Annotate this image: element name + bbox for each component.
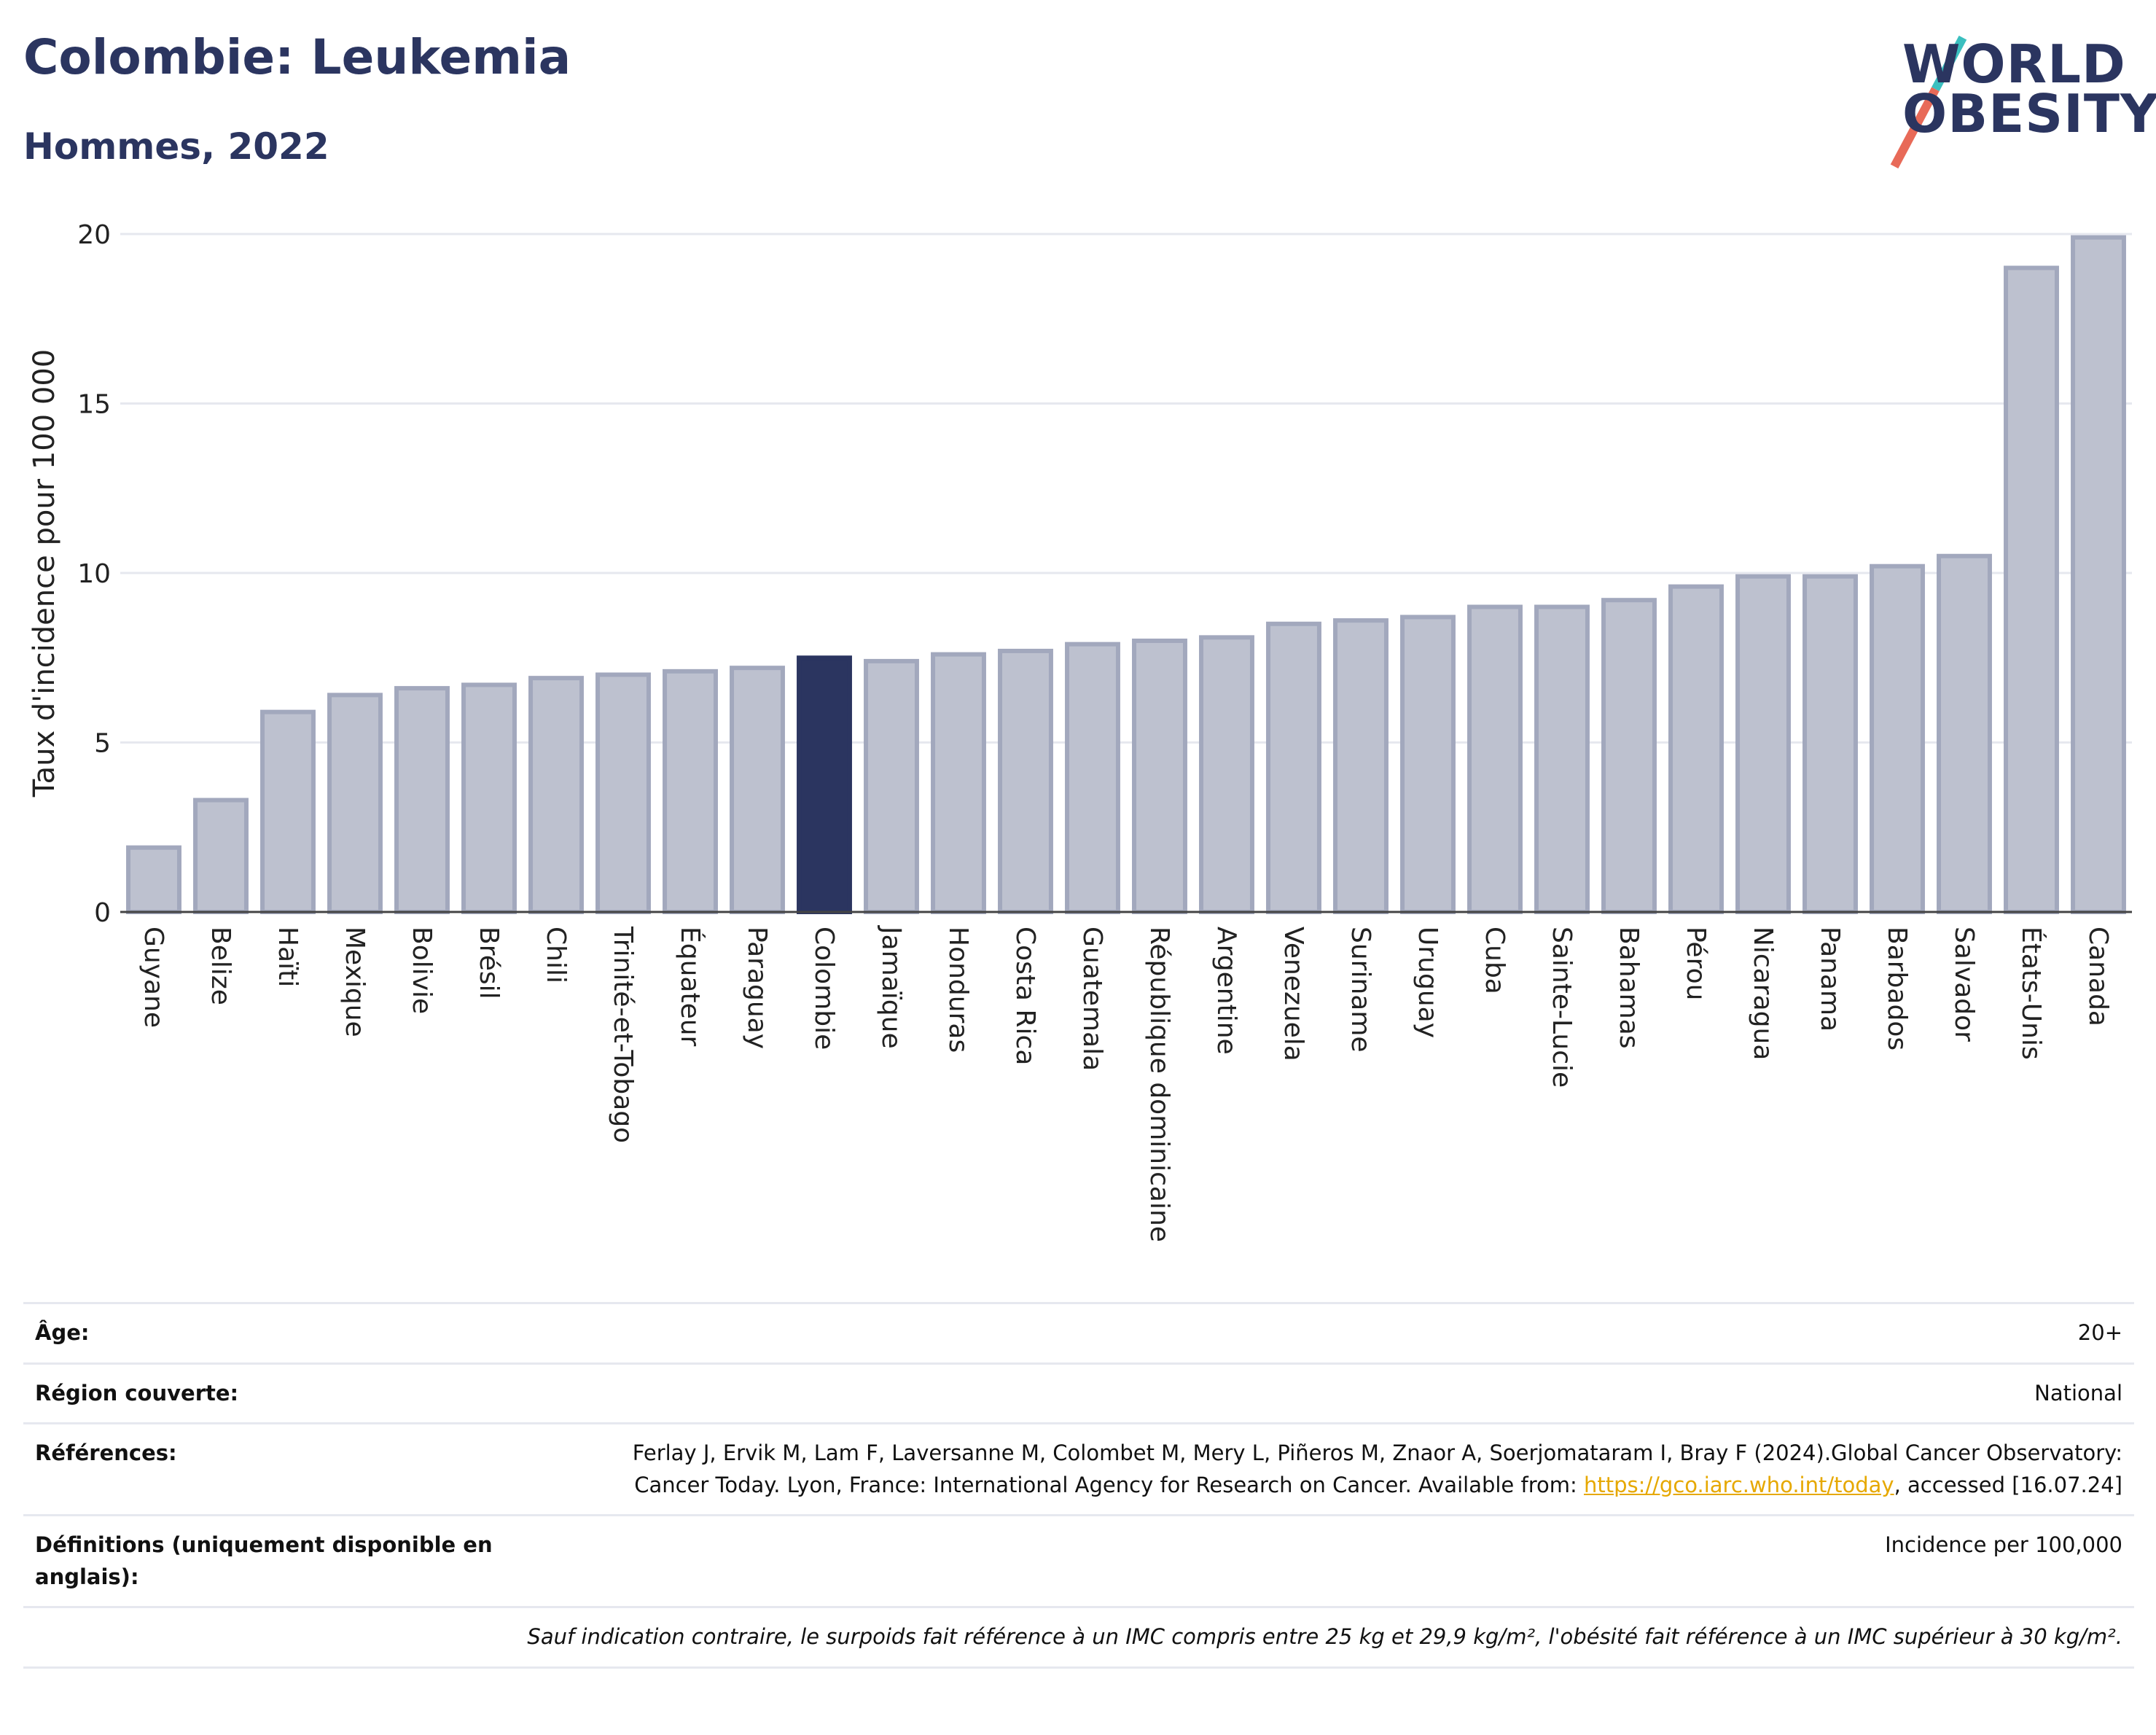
bar-colombie: [797, 655, 852, 914]
x-tick-label: Canada: [2083, 927, 2113, 1026]
x-tick-label: Chili: [541, 927, 571, 983]
x-tick-label: Salvador: [1949, 927, 1979, 1042]
references-text: Ferlay J, Ervik M, Lam F, Laversanne M, …: [632, 1440, 2122, 1497]
bar-ha-ti: [260, 709, 316, 915]
y-tick-label: 5: [94, 729, 111, 759]
bar-trinit-et-tobago: [595, 672, 651, 914]
bar-sainte-lucie: [1534, 604, 1590, 914]
logo-line2: OBESITY: [1902, 83, 2156, 144]
bar-panama: [1802, 574, 1858, 914]
x-tick-label: Guatemala: [1077, 927, 1107, 1071]
region-label: Région couverte:: [23, 1362, 542, 1424]
bar-argentine: [1199, 635, 1254, 914]
bar--tats-unis: [2004, 265, 2059, 914]
y-tick-label: 0: [94, 898, 111, 928]
x-tick-label: République dominicaine: [1144, 927, 1174, 1242]
chart-subtitle: Hommes, 2022: [23, 125, 329, 168]
x-tick-label: États-Unis: [2016, 927, 2047, 1060]
x-tick-label: Panama: [1815, 927, 1845, 1032]
bar-bahamas: [1601, 598, 1657, 914]
bar-cuba: [1467, 604, 1523, 914]
bar-chart: 0 5 10 15 20 Guyane Belize Haïti Mexique Bolivie…: [28, 220, 2132, 1242]
bar-honduras: [931, 652, 986, 914]
age-value: 20+: [542, 1302, 2134, 1363]
bar-p-rou: [1668, 584, 1724, 914]
y-tick-label: 10: [77, 559, 111, 589]
x-tick-label: Suriname: [1345, 927, 1375, 1053]
x-tick-labels: Guyane Belize Haïti Mexique Bolivie Brésil Chi…: [138, 925, 2113, 1242]
y-axis-label: Taux d'incidence pour 100 000: [28, 349, 61, 798]
bar--quateur: [663, 668, 718, 914]
x-tick-label: Venezuela: [1278, 927, 1308, 1061]
x-tick-label: Argentine: [1211, 927, 1241, 1055]
x-tick-label: Costa Rica: [1010, 927, 1040, 1065]
x-tick-label: Paraguay: [742, 927, 772, 1049]
references-label: Références:: [23, 1422, 542, 1516]
info-row-definitions: Définitions (uniquement disponible en an…: [23, 1514, 2134, 1607]
bar-venezuela: [1266, 621, 1321, 914]
x-tick-label: Mexique: [340, 927, 370, 1037]
bar-r-publique-dominicaine: [1132, 639, 1187, 914]
chart-title: Colombie: Leukemia: [23, 29, 571, 85]
x-tick-label: Trinité-et-Tobago: [608, 926, 638, 1143]
definitions-label: Définitions (uniquement disponible en an…: [23, 1514, 542, 1607]
bar-jama-que: [864, 658, 919, 915]
x-tick-label: Honduras: [943, 927, 973, 1053]
bar-bolivie: [394, 686, 450, 914]
bar-chili: [528, 676, 584, 915]
info-row-note: Sauf indication contraire, le surpoids f…: [23, 1606, 2134, 1669]
bar-suriname: [1333, 618, 1388, 914]
logo-line1: WORLD: [1902, 34, 2126, 95]
x-tick-label: Barbados: [1882, 927, 1912, 1050]
bar-paraguay: [730, 666, 785, 914]
world-obesity-logo: WORLD OBESITY: [1890, 22, 2156, 169]
x-tick-label: Brésil: [474, 927, 504, 999]
x-tick-label: Sainte-Lucie: [1547, 927, 1577, 1088]
definitions-value: Incidence per 100,000: [542, 1514, 2134, 1607]
x-tick-label: Bahamas: [1614, 927, 1644, 1049]
region-value: National: [542, 1362, 2134, 1424]
x-tick-label: Équateur: [675, 927, 706, 1047]
info-row-references: Références: Ferlay J, Ervik M, Lam F, La…: [23, 1422, 2134, 1516]
bar-costa-rica: [998, 648, 1053, 914]
age-label: Âge:: [23, 1302, 542, 1363]
bars: [126, 235, 2126, 915]
x-tick-label: Guyane: [138, 927, 168, 1028]
bar-canada: [2071, 235, 2126, 914]
bar-belize: [193, 798, 249, 914]
references-value: Ferlay J, Ervik M, Lam F, Laversanne M, …: [542, 1422, 2134, 1516]
bar-mexique: [327, 693, 383, 915]
x-tick-label: Haïti: [273, 927, 302, 987]
x-tick-label: Colombie: [809, 927, 839, 1050]
info-table: Âge: 20+ Région couverte: National Référ…: [23, 1302, 2134, 1669]
x-tick-label: Uruguay: [1413, 927, 1442, 1038]
references-link[interactable]: https://gco.iarc.who.int/today: [1583, 1472, 1894, 1497]
x-tick-label: Cuba: [1480, 927, 1509, 994]
bar-uruguay: [1400, 615, 1456, 914]
x-tick-label: Jamaïque: [876, 925, 906, 1049]
bar-salvador: [1937, 553, 1992, 914]
bar-barbados: [1870, 564, 1925, 914]
bar-nicaragua: [1735, 574, 1791, 914]
footnote: Sauf indication contraire, le surpoids f…: [23, 1606, 2134, 1669]
bar-br-sil: [461, 682, 517, 914]
y-tick-labels: 0 5 10 15 20: [77, 220, 111, 928]
x-tick-label: Nicaragua: [1748, 927, 1778, 1060]
info-row-region: Région couverte: National: [23, 1362, 2134, 1424]
x-tick-label: Belize: [206, 927, 235, 1005]
info-row-age: Âge: 20+: [23, 1302, 2134, 1363]
y-tick-label: 20: [77, 220, 111, 250]
bar-guyane: [126, 845, 181, 915]
y-tick-label: 15: [77, 390, 111, 420]
x-tick-label: Pérou: [1681, 927, 1711, 1000]
bar-guatemala: [1065, 642, 1120, 915]
x-tick-label: Bolivie: [407, 927, 437, 1014]
references-accessed: , accessed [16.07.24]: [1894, 1472, 2122, 1497]
